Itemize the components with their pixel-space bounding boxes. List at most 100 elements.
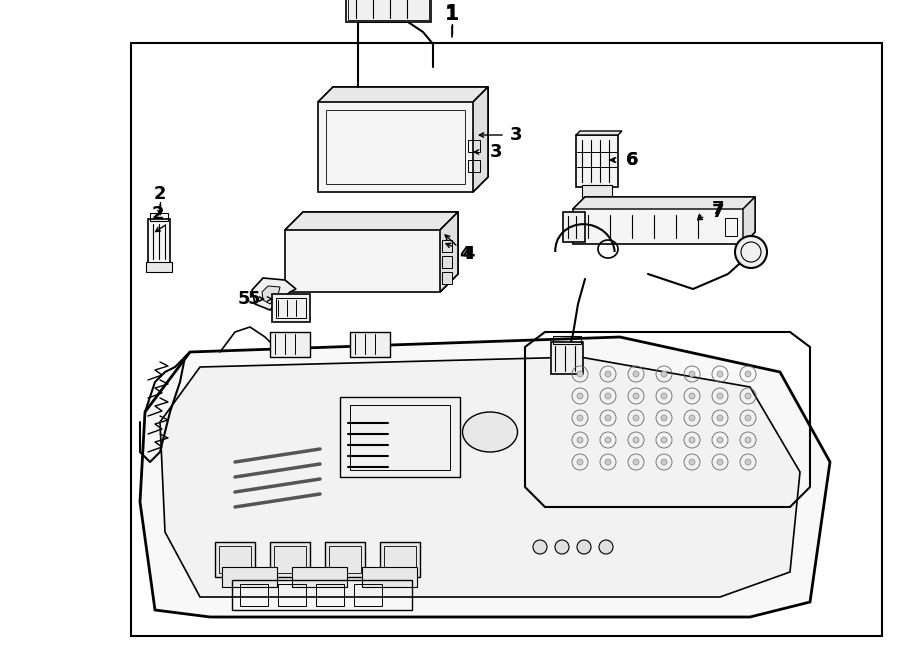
Circle shape (661, 437, 667, 443)
Polygon shape (318, 87, 488, 102)
Bar (270, 542, 310, 577)
Circle shape (745, 393, 751, 399)
Bar (150, 213, 168, 221)
Text: 3: 3 (490, 143, 502, 161)
Bar (442, 272, 452, 284)
Text: 3: 3 (509, 126, 522, 144)
Text: 4: 4 (462, 245, 474, 263)
Bar (276, 298, 306, 318)
Circle shape (745, 437, 751, 443)
Polygon shape (573, 197, 755, 209)
Bar (348, 0, 429, 20)
Bar (219, 546, 251, 573)
Bar (442, 240, 452, 252)
Circle shape (661, 371, 667, 377)
Ellipse shape (428, 150, 456, 164)
Circle shape (605, 415, 611, 421)
Polygon shape (285, 212, 458, 292)
Text: 6: 6 (626, 151, 638, 169)
Bar (240, 584, 268, 606)
Bar (350, 332, 390, 357)
Bar (325, 542, 365, 577)
Circle shape (661, 459, 667, 465)
Circle shape (633, 437, 639, 443)
Circle shape (745, 371, 751, 377)
Circle shape (735, 236, 767, 268)
Circle shape (717, 459, 723, 465)
Circle shape (717, 437, 723, 443)
Bar (563, 212, 585, 242)
Text: 7: 7 (712, 200, 724, 218)
Polygon shape (573, 197, 755, 244)
Polygon shape (440, 212, 458, 292)
Bar (362, 567, 417, 587)
Circle shape (633, 415, 639, 421)
Bar (384, 546, 416, 573)
Polygon shape (743, 197, 755, 244)
Polygon shape (160, 357, 800, 597)
Text: 7: 7 (712, 203, 724, 221)
Bar (326, 110, 465, 184)
Circle shape (689, 459, 695, 465)
Bar (130, 43, 882, 636)
Text: 1: 1 (445, 4, 459, 24)
Circle shape (555, 540, 569, 554)
Bar (551, 342, 583, 374)
Bar (350, 405, 450, 470)
Bar (316, 584, 344, 606)
Polygon shape (285, 212, 458, 230)
Bar (468, 140, 480, 152)
Text: 4: 4 (459, 245, 472, 263)
Bar (222, 567, 277, 587)
Bar (380, 542, 420, 577)
Bar (725, 218, 737, 236)
Circle shape (577, 393, 583, 399)
Circle shape (689, 415, 695, 421)
Circle shape (689, 393, 695, 399)
Circle shape (717, 371, 723, 377)
Circle shape (605, 459, 611, 465)
Circle shape (745, 459, 751, 465)
Bar (148, 219, 170, 264)
Bar (468, 160, 480, 172)
Bar (442, 256, 452, 268)
Polygon shape (262, 286, 280, 304)
Bar (270, 332, 310, 357)
Circle shape (745, 415, 751, 421)
Bar (346, 0, 431, 22)
Bar (292, 567, 347, 587)
Text: 1: 1 (446, 5, 459, 23)
Bar (576, 135, 618, 187)
Circle shape (577, 540, 591, 554)
Circle shape (577, 459, 583, 465)
Circle shape (717, 415, 723, 421)
Polygon shape (473, 87, 488, 192)
Ellipse shape (388, 150, 416, 164)
Bar (146, 262, 172, 272)
Polygon shape (140, 337, 830, 617)
Circle shape (533, 540, 547, 554)
Text: 6: 6 (626, 151, 638, 169)
Text: 2: 2 (152, 205, 164, 223)
Circle shape (689, 437, 695, 443)
Circle shape (661, 393, 667, 399)
Circle shape (577, 437, 583, 443)
Bar (329, 546, 361, 573)
Circle shape (633, 459, 639, 465)
Circle shape (633, 393, 639, 399)
Circle shape (577, 415, 583, 421)
Circle shape (605, 371, 611, 377)
Circle shape (605, 393, 611, 399)
Polygon shape (576, 131, 622, 135)
Bar (354, 584, 382, 606)
Circle shape (633, 371, 639, 377)
Circle shape (661, 415, 667, 421)
Text: 2: 2 (154, 185, 166, 203)
Bar (278, 584, 306, 606)
Bar (274, 546, 306, 573)
Ellipse shape (463, 412, 518, 452)
Text: 5: 5 (238, 290, 250, 308)
Bar (272, 294, 310, 322)
Bar (232, 580, 412, 610)
Circle shape (717, 393, 723, 399)
